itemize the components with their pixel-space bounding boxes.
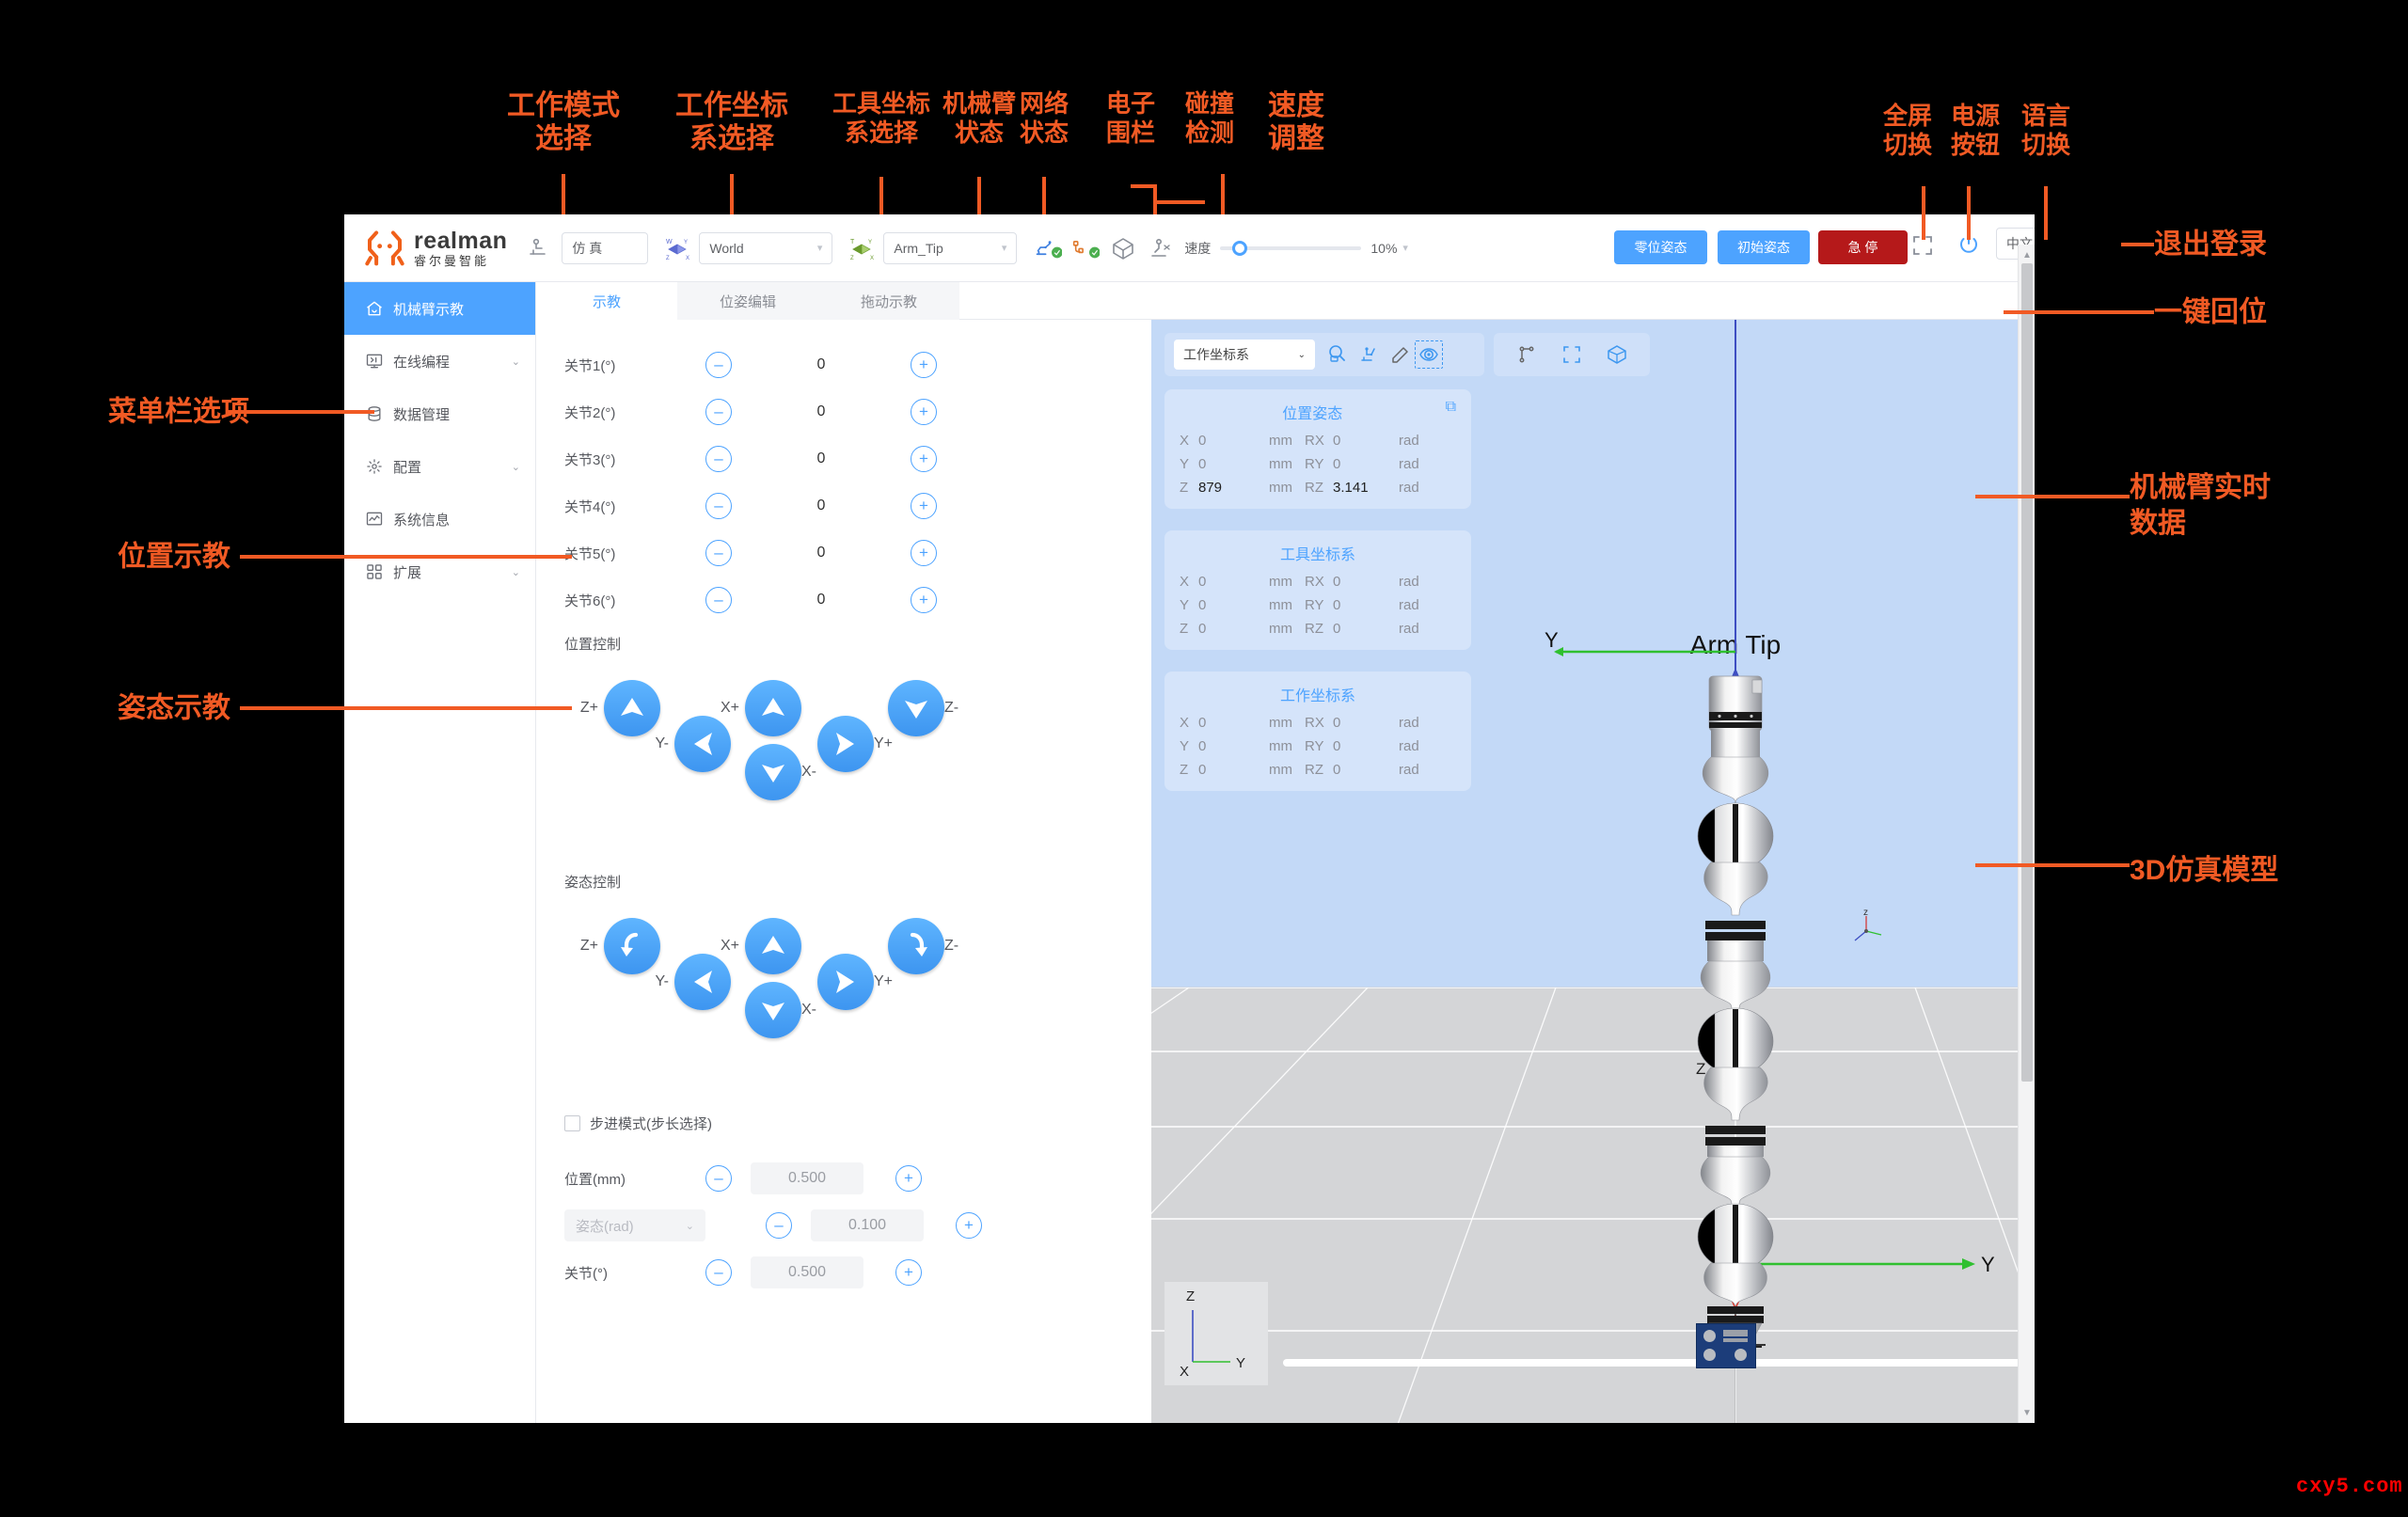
svg-text:Y: Y [868, 240, 872, 245]
svg-text:Z: Z [850, 256, 854, 261]
svg-text:Z: Z [666, 256, 670, 261]
svg-text:Y: Y [684, 240, 688, 245]
svg-text:X: X [686, 256, 689, 261]
svg-text:Y: Y [1981, 1253, 1995, 1276]
svg-text:Y: Y [1545, 628, 1559, 652]
svg-text:T: T [850, 239, 855, 245]
svg-text:X: X [870, 256, 874, 261]
svg-text:W: W [666, 239, 673, 245]
